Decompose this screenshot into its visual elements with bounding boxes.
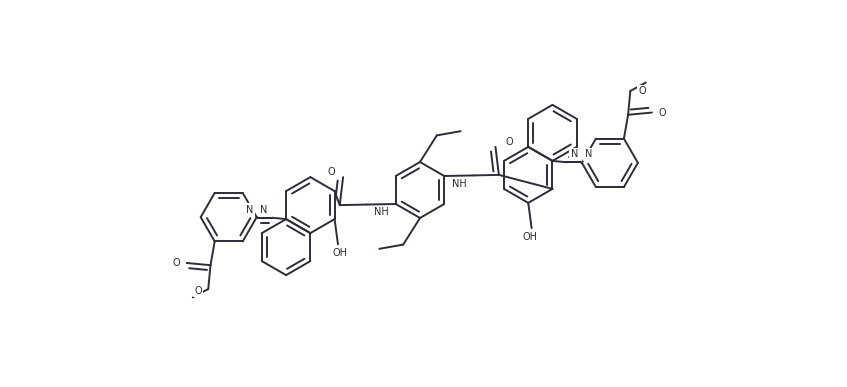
Text: O: O (506, 137, 513, 147)
Text: OH: OH (522, 232, 537, 242)
Text: O: O (173, 258, 180, 268)
Text: N: N (571, 149, 579, 159)
Text: NH: NH (374, 207, 389, 217)
Text: OH: OH (333, 248, 347, 258)
Text: N: N (584, 149, 592, 159)
Text: O: O (639, 86, 646, 96)
Text: O: O (327, 167, 335, 177)
Text: NH: NH (451, 179, 467, 189)
Text: N: N (260, 205, 268, 215)
Text: O: O (195, 286, 202, 296)
Text: N: N (246, 205, 254, 215)
Text: O: O (658, 108, 666, 118)
